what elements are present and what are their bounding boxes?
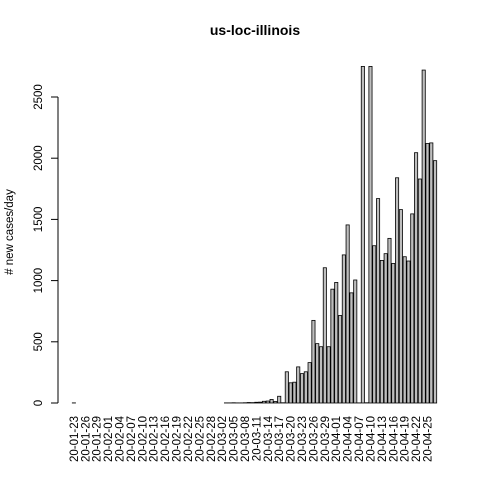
bar (345, 224, 350, 404)
bar (395, 177, 400, 404)
x-tick-label: 20-04-01 (331, 416, 343, 462)
bar (341, 254, 346, 404)
bar (330, 288, 335, 404)
bar (296, 366, 301, 404)
y-tick-label: 500 (33, 332, 45, 351)
x-tick-label: 20-03-08 (240, 416, 252, 462)
x-tick-label: 20-02-01 (103, 416, 115, 462)
x-tick-label: 20-02-16 (160, 416, 172, 462)
bar (288, 382, 293, 404)
bars (71, 66, 438, 404)
x-tick-label: 20-04-25 (422, 416, 434, 462)
x-tick-label: 20-04-22 (411, 416, 423, 462)
bar (326, 346, 331, 404)
bar (429, 142, 434, 404)
bar (425, 143, 430, 404)
bar (254, 401, 259, 404)
x-tick-label: 20-03-17 (274, 416, 286, 462)
x-tick-label: 20-03-29 (320, 416, 332, 462)
x-tick-label: 20-03-11 (251, 416, 263, 461)
x-tick-label: 20-04-19 (400, 416, 412, 462)
x-tick-label: 20-02-13 (149, 416, 161, 462)
x-tick-label: 20-04-04 (343, 415, 355, 462)
x-tick-label: 20-03-02 (217, 416, 229, 462)
y-tick-label: 1500 (33, 207, 45, 233)
bar (277, 395, 282, 404)
bar (368, 66, 373, 404)
x-tick-label: 20-03-05 (229, 416, 241, 462)
x-tick-label: 20-02-22 (183, 416, 195, 462)
y-axis-label: # new cases/day (4, 189, 16, 275)
x-tick-label: 20-04-16 (388, 416, 400, 462)
bar (315, 343, 320, 404)
bar (292, 381, 297, 404)
x-tick-label: 20-04-13 (377, 416, 389, 462)
bar (311, 319, 316, 404)
y-tick-label: 2000 (33, 145, 45, 171)
x-tick-label: 20-02-07 (126, 416, 138, 462)
x-tick-label: 20-03-14 (263, 415, 275, 462)
bar (376, 198, 381, 404)
bar (334, 282, 339, 404)
x-tick-label: 20-02-28 (206, 416, 218, 462)
x-tick-label: 20-01-23 (69, 416, 81, 462)
bar (383, 253, 388, 404)
chart-title: us-loc-illinois (210, 22, 300, 38)
bar (414, 152, 419, 404)
bar (262, 400, 267, 404)
bar (421, 69, 426, 404)
bar (379, 259, 384, 404)
bar (387, 237, 392, 404)
x-tick-label: 20-03-26 (308, 416, 320, 462)
x-tick-label: 20-02-04 (115, 415, 127, 462)
bar (319, 346, 324, 404)
x-tick-label: 20-02-19 (172, 416, 184, 462)
bar (433, 160, 438, 404)
bar (265, 400, 270, 404)
bar (269, 399, 274, 404)
bar (300, 373, 305, 404)
bar (273, 401, 278, 404)
x-tick-label: 20-01-29 (92, 416, 104, 462)
bar (353, 279, 358, 404)
x-tick-label: 20-04-10 (365, 416, 377, 462)
bar (322, 267, 327, 404)
bar (406, 260, 411, 404)
y-tick-label: 0 (33, 400, 45, 406)
bar (303, 371, 308, 404)
y-tick-label: 1000 (33, 268, 45, 294)
y-tick-label: 2500 (33, 84, 45, 110)
bar (402, 256, 407, 404)
bar (391, 263, 396, 404)
bar (307, 362, 312, 404)
bar (417, 178, 422, 404)
x-tick-label: 20-04-07 (354, 416, 366, 462)
x-tick-label: 20-02-10 (137, 416, 149, 462)
bar (410, 213, 415, 404)
bar (349, 292, 354, 404)
bar (258, 401, 263, 404)
bar (398, 209, 403, 404)
bar (372, 245, 377, 404)
bar (338, 315, 343, 404)
x-tick-label: 20-03-20 (286, 416, 298, 462)
y-axis: 0 500 1000 1500 2000 2500 (33, 84, 59, 406)
x-tick-label: 20-02-25 (194, 416, 206, 462)
x-tick-label: 20-03-23 (297, 416, 309, 462)
x-tick-label: 20-01-26 (80, 416, 92, 462)
x-axis: 20-01-23 20-01-26 20-01-29 20-02-01 20-02-04… (69, 415, 435, 462)
bar (284, 371, 289, 404)
bar (360, 66, 365, 404)
